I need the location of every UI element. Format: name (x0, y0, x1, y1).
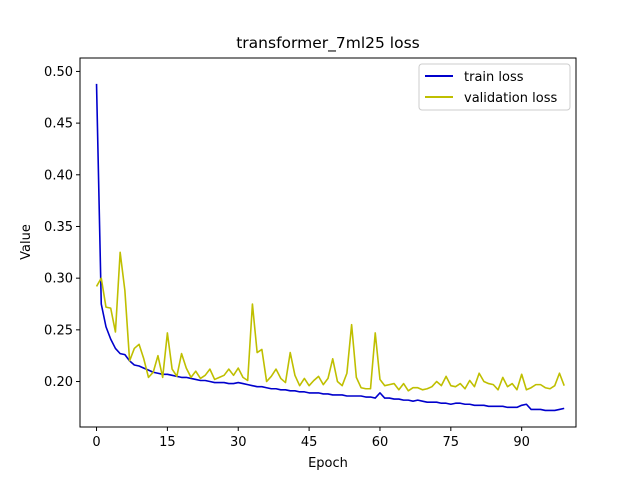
y-axis: 0.20 0.25 0.30 0.35 0.40 0.45 0.50 (44, 65, 80, 390)
y-axis-label: Value (19, 224, 34, 260)
y-tick-label: 0.20 (44, 375, 73, 390)
y-tick-label: 0.45 (44, 117, 73, 132)
plot-area (95, 83, 565, 412)
y-tick-label: 0.40 (44, 168, 73, 183)
x-tick-label: 45 (301, 435, 318, 450)
legend: train loss validation loss (418, 63, 571, 111)
y-tick-label: 0.25 (44, 323, 73, 338)
chart-title: transformer_7ml25 loss (236, 34, 420, 53)
series-line-validation-loss (95, 251, 565, 392)
x-tick-label: 0 (92, 435, 100, 450)
series-line-train-loss (95, 83, 565, 412)
legend-label-validation-loss: validation loss (464, 91, 557, 106)
x-tick-label: 60 (372, 435, 389, 450)
x-tick-label: 75 (443, 435, 460, 450)
y-tick-label: 0.30 (44, 272, 73, 287)
x-tick-label: 15 (159, 435, 176, 450)
x-tick-label: 90 (513, 435, 530, 450)
legend-box (418, 63, 571, 111)
legend-label-train-loss: train loss (464, 70, 524, 85)
y-tick-label: 0.35 (44, 220, 73, 235)
x-axis-label: Epoch (308, 456, 348, 471)
y-tick-label: 0.50 (44, 65, 73, 80)
x-tick-label: 30 (230, 435, 247, 450)
x-axis: 0 15 30 45 60 75 90 (92, 427, 530, 450)
axes-frame (79, 57, 577, 428)
